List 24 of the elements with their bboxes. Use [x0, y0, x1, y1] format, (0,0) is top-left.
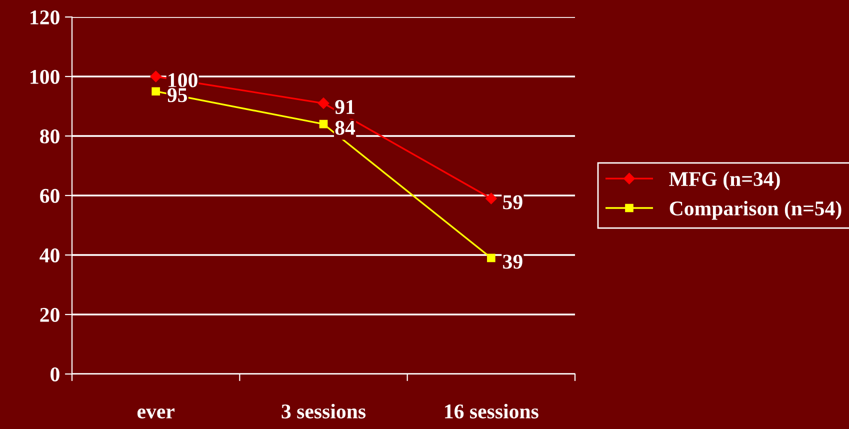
data-label: 100 — [168, 73, 198, 88]
data-label: 59 — [503, 195, 522, 210]
point — [152, 87, 160, 96]
y-tick-label: 20 — [40, 308, 60, 322]
x-tick-label: ever — [137, 408, 174, 418]
y-tick-label: 0 — [50, 367, 60, 382]
point — [319, 120, 328, 128]
x-tick-label: 16 sessions — [445, 404, 538, 418]
point — [318, 98, 330, 109]
data-label: 39 — [503, 254, 522, 269]
point — [487, 254, 496, 262]
legend-label: MFG (n=34) — [669, 171, 780, 190]
y-tick-label: 60 — [40, 188, 60, 203]
legend-label: Comparison (n=54) — [670, 200, 842, 220]
y-tick-label: 100 — [30, 70, 60, 84]
y-tick-label: 120 — [30, 10, 60, 24]
data-label: 84 — [335, 120, 356, 135]
y-tick-label: 80 — [40, 129, 60, 144]
y-tick-label: 40 — [40, 248, 60, 262]
data-label: 91 — [335, 100, 354, 114]
x-tick-label: 3 sessions — [282, 404, 366, 418]
point — [486, 192, 497, 204]
data-label: 95 — [168, 88, 188, 102]
point — [150, 70, 162, 82]
